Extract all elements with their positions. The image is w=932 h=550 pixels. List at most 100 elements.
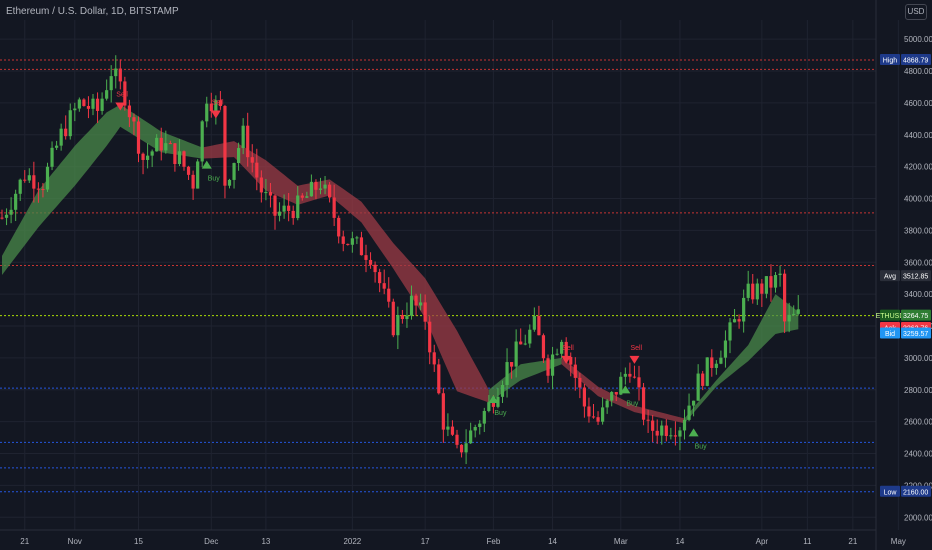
candle-up (755, 283, 759, 300)
candle-up (778, 273, 782, 276)
candle-up (532, 315, 536, 330)
candle-up (678, 430, 682, 437)
candle-up (109, 76, 113, 91)
candle-up (482, 410, 486, 424)
candle-down (564, 341, 568, 357)
candle-down (273, 195, 277, 216)
price-tag-value-bg (901, 309, 931, 321)
candle-up (405, 315, 409, 320)
candle-up (59, 128, 63, 146)
candle-up (277, 211, 282, 216)
y-tick-label: 4600.00 (904, 99, 932, 108)
candle-down (223, 106, 227, 186)
buy-signal-label: Buy (626, 400, 639, 407)
candle-up (792, 313, 796, 315)
candle-up (728, 322, 732, 341)
candle-down (86, 105, 91, 109)
price-tag-value-bg (901, 485, 931, 497)
candle-up (473, 427, 477, 431)
x-tick-label: Mar (614, 537, 628, 546)
x-tick-label: Dec (204, 537, 218, 546)
candle-up (619, 376, 623, 395)
candle-down (437, 364, 441, 394)
x-tick-label: 14 (548, 537, 557, 546)
candle-down (218, 100, 222, 107)
candle-down (441, 393, 445, 430)
candle-up (155, 137, 159, 152)
price-tag-value-bg (901, 54, 931, 66)
buy-signal-label: Buy (695, 443, 708, 450)
candle-up (296, 195, 300, 219)
candle-up (446, 426, 450, 430)
candle-up (27, 175, 31, 181)
band-bull (488, 357, 562, 403)
candle-down (246, 125, 250, 158)
candle-down (186, 166, 191, 175)
x-tick-label: 2022 (343, 537, 361, 546)
candle-down (673, 435, 677, 437)
candle-down (132, 117, 136, 122)
price-tag-name-bg (880, 485, 900, 497)
candle-down (382, 283, 386, 289)
buy-signal-icon (488, 394, 499, 403)
candle-down (118, 68, 122, 82)
candle-up (4, 214, 9, 218)
candle-up (214, 100, 218, 112)
candle-up (796, 309, 800, 314)
candle-down (168, 143, 172, 145)
sell-signal-icon (629, 355, 640, 364)
candle-up (309, 181, 313, 197)
candle-up (742, 297, 746, 322)
candle-down (123, 81, 127, 106)
candle-down (36, 188, 40, 190)
candle-up (177, 151, 182, 165)
price-tag-name-bg (880, 54, 900, 66)
candle-down (414, 295, 418, 306)
candle-up (196, 161, 200, 189)
candle-down (32, 175, 36, 189)
candle-up (560, 341, 564, 354)
buy-signal-icon (620, 385, 631, 394)
y-tick-label: 4400.00 (904, 131, 932, 140)
candle-up (705, 357, 709, 386)
buy-signal-label: Buy (208, 176, 221, 183)
candle-down (641, 387, 646, 420)
candle-down (173, 143, 177, 165)
candle-down (82, 99, 86, 106)
sell-signal-label: Sell (116, 91, 128, 98)
candle-up (464, 443, 468, 453)
candle-up (50, 147, 54, 167)
x-tick-label: Nov (68, 537, 82, 546)
candle-down (378, 272, 382, 284)
candle-up (469, 430, 473, 444)
candle-down (573, 364, 577, 378)
candle-down (314, 181, 318, 190)
band-bull (684, 294, 799, 424)
candle-down (250, 157, 254, 163)
candle-down (614, 391, 618, 395)
candle-up (100, 98, 104, 111)
price-tag-value-bg (901, 270, 931, 282)
price-tag-name-bg (880, 270, 900, 282)
currency-button[interactable]: USD (905, 4, 927, 20)
candle-down (710, 357, 714, 368)
candle-up (409, 295, 414, 316)
y-tick-label: 3400.00 (904, 290, 932, 299)
candle-up (73, 108, 77, 111)
price-tag-value: 3512.85 (903, 274, 928, 281)
candle-up (719, 357, 723, 364)
x-tick-label: 17 (421, 537, 430, 546)
candle-down (368, 259, 373, 265)
sell-signal-label: Sell (562, 345, 574, 352)
candle-down (337, 217, 341, 237)
candle-down (596, 417, 600, 422)
y-tick-label: 4000.00 (904, 195, 932, 204)
candle-down (364, 255, 368, 260)
candle-up (478, 423, 482, 428)
candle-up (523, 343, 527, 345)
candle-down (300, 195, 304, 198)
candle-down (346, 243, 350, 245)
candle-up (746, 283, 750, 298)
candle-down (783, 273, 787, 322)
